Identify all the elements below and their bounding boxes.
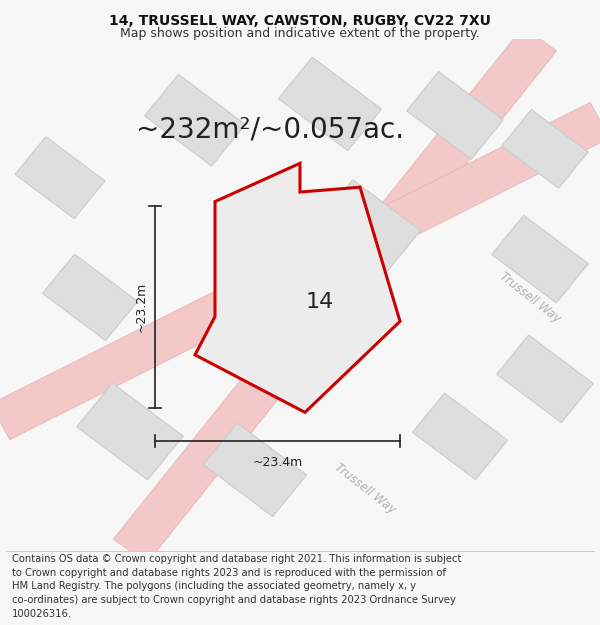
Text: Contains OS data © Crown copyright and database right 2021. This information is : Contains OS data © Crown copyright and d…: [12, 554, 461, 619]
Text: Trussell Way: Trussell Way: [497, 269, 563, 325]
Polygon shape: [0, 102, 600, 440]
Polygon shape: [113, 26, 557, 564]
Text: 14: 14: [306, 292, 334, 312]
Polygon shape: [43, 254, 137, 341]
Polygon shape: [319, 180, 421, 271]
Polygon shape: [412, 393, 508, 479]
Polygon shape: [502, 109, 588, 188]
Polygon shape: [195, 163, 400, 412]
Text: 14, TRUSSELL WAY, CAWSTON, RUGBY, CV22 7XU: 14, TRUSSELL WAY, CAWSTON, RUGBY, CV22 7…: [109, 14, 491, 28]
Polygon shape: [145, 74, 245, 166]
Polygon shape: [407, 72, 503, 159]
Text: ~232m²/~0.057ac.: ~232m²/~0.057ac.: [136, 116, 404, 144]
Text: Map shows position and indicative extent of the property.: Map shows position and indicative extent…: [120, 28, 480, 40]
Text: ~23.4m: ~23.4m: [253, 456, 302, 469]
Polygon shape: [77, 383, 184, 480]
Text: Trussell Way: Trussell Way: [332, 461, 398, 517]
Text: ~23.2m: ~23.2m: [134, 282, 148, 332]
Polygon shape: [497, 335, 593, 422]
Polygon shape: [278, 57, 382, 151]
Polygon shape: [15, 137, 105, 219]
Polygon shape: [203, 423, 307, 516]
Polygon shape: [491, 215, 589, 303]
